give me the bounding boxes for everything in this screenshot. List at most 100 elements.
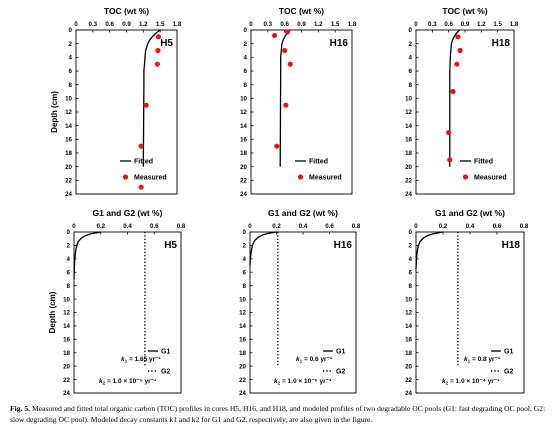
y-tick-label: 6: [244, 68, 248, 75]
y-tick-label: 8: [409, 82, 413, 89]
y-tick-label: 20: [239, 363, 246, 370]
chart-panel-g1g2-h16: G1 and G2 (wt %)0 0.2 0.4 0.6 0.802468101214…: [239, 208, 361, 397]
x-tick-label: 0.6: [444, 21, 453, 28]
chart-panel-g1g2-h5: G1 and G2 (wt %)0 0.2 0.4 0.6 0.802468101214…: [48, 208, 186, 397]
x-tick-label: 1.8: [173, 21, 182, 28]
panel-label: H16: [330, 38, 349, 49]
chart-title: G1 and G2 (wt %): [93, 208, 163, 218]
y-tick-label: 20: [405, 363, 412, 370]
y-tick-label: 12: [239, 310, 246, 317]
y-tick-label: 20: [405, 164, 412, 171]
caption-label: Fig. 5.: [10, 404, 31, 413]
k1-annotation: k1 = 1.65 yr⁻¹: [121, 356, 161, 364]
y-tick-label: 24: [65, 191, 72, 198]
x-tick-label: 0.8: [352, 223, 361, 230]
x-tick-label: 1.2: [139, 21, 148, 28]
x-tick-label: 0.8: [177, 223, 186, 230]
y-tick-label: 18: [240, 150, 247, 157]
legend-measured-swatch: [462, 174, 469, 180]
measured-point: [283, 102, 289, 108]
x-tick-label: 0: [249, 21, 253, 28]
y-tick-label: 8: [67, 283, 71, 290]
x-tick-label: 0.2: [96, 223, 105, 230]
chart-panel-toc-h16: TOC (wt %)0 0.3 0.6 0.9 1.2 1.5 1.802468101214…: [240, 6, 357, 198]
y-tick-label: 4: [409, 55, 413, 62]
y-tick-label: 12: [63, 310, 70, 317]
x-tick-label: 1.8: [510, 21, 519, 28]
y-tick-label: 10: [240, 96, 247, 103]
x-tick-label: 1.5: [156, 21, 165, 28]
y-tick-label: 6: [409, 68, 413, 75]
x-tick-label: 0.6: [280, 21, 289, 28]
y-tick-label: 18: [63, 350, 70, 357]
y-tick-label: 16: [405, 337, 412, 344]
k1-annotation: k1 = 0.8 yr⁻¹: [464, 356, 500, 364]
y-tick-label: 0: [409, 229, 413, 236]
plot-frame: [75, 29, 178, 195]
x-tick-label: 0: [414, 21, 418, 28]
chart-title: TOC (wt %): [104, 6, 149, 16]
legend-fitted-label: Fitted: [134, 159, 153, 166]
y-tick-label: 24: [405, 191, 412, 198]
measured-point: [284, 29, 291, 35]
legend-fitted-label: Fitted: [309, 159, 328, 166]
y-tick-label: 6: [67, 269, 71, 276]
panel-label: H5: [160, 38, 173, 49]
panel-label: H5: [164, 240, 177, 251]
panel-label: H16: [334, 240, 353, 251]
y-tick-label: 14: [239, 323, 246, 330]
legend-measured-swatch: [122, 174, 129, 180]
g1-line: [415, 231, 444, 269]
panel-label: H18: [492, 38, 511, 49]
x-tick-label: 0.9: [297, 21, 306, 28]
y-tick-label: 0: [67, 229, 71, 236]
x-tick-label: 0.8: [520, 223, 529, 230]
x-tick-label: 0.4: [466, 223, 475, 230]
measured-point: [271, 32, 278, 39]
measured-point: [282, 47, 288, 54]
y-tick-label: 8: [244, 82, 248, 89]
legend-measured-swatch: [297, 174, 304, 180]
x-tick-label: 0: [74, 21, 78, 28]
plot-frame: [415, 29, 515, 195]
measured-point: [143, 102, 149, 108]
chart-panel-toc-h5: TOC (wt %)0 0.3 0.6 0.9 1.2 1.5 1.802468101214…: [50, 6, 182, 198]
y-tick-label: 24: [63, 390, 70, 397]
y-tick-label: 14: [405, 123, 412, 130]
y-tick-label: 8: [409, 283, 413, 290]
y-tick-label: 4: [244, 55, 248, 62]
y-tick-label: 22: [65, 178, 72, 185]
measured-point: [447, 157, 453, 163]
x-tick-label: 1.2: [314, 21, 323, 28]
g1-line: [73, 231, 101, 280]
panel-label: H18: [502, 240, 521, 251]
y-tick-label: 16: [405, 137, 412, 144]
y-tick-label: 6: [69, 68, 73, 75]
y-tick-label: 0: [243, 229, 247, 236]
y-tick-label: 2: [69, 41, 73, 48]
legend-g2-label: G2: [336, 369, 345, 376]
legend-g2-label: G2: [161, 369, 170, 376]
chart-title: TOC (wt %): [279, 6, 324, 16]
y-tick-label: 14: [240, 123, 247, 130]
y-tick-label: 10: [239, 296, 246, 303]
y-tick-label: 12: [405, 310, 412, 317]
y-tick-label: 8: [69, 82, 73, 89]
measured-point: [274, 143, 280, 149]
y-tick-label: 20: [63, 363, 70, 370]
y-tick-label: 16: [63, 337, 70, 344]
measured-point: [138, 143, 144, 149]
y-tick-label: 18: [405, 350, 412, 357]
measured-point: [450, 88, 456, 95]
y-tick-label: 18: [239, 350, 246, 357]
y-axis-label: Depth (cm): [50, 91, 59, 133]
x-tick-label: 0: [72, 223, 76, 230]
fitted-line: [279, 29, 291, 167]
chart-title: G1 and G2 (wt %): [435, 208, 505, 218]
measured-point: [446, 129, 452, 136]
y-tick-label: 22: [405, 178, 412, 185]
measured-point: [455, 34, 461, 40]
y-tick-label: 12: [65, 109, 72, 116]
fitted-line: [449, 29, 461, 167]
measured-point: [138, 184, 144, 190]
